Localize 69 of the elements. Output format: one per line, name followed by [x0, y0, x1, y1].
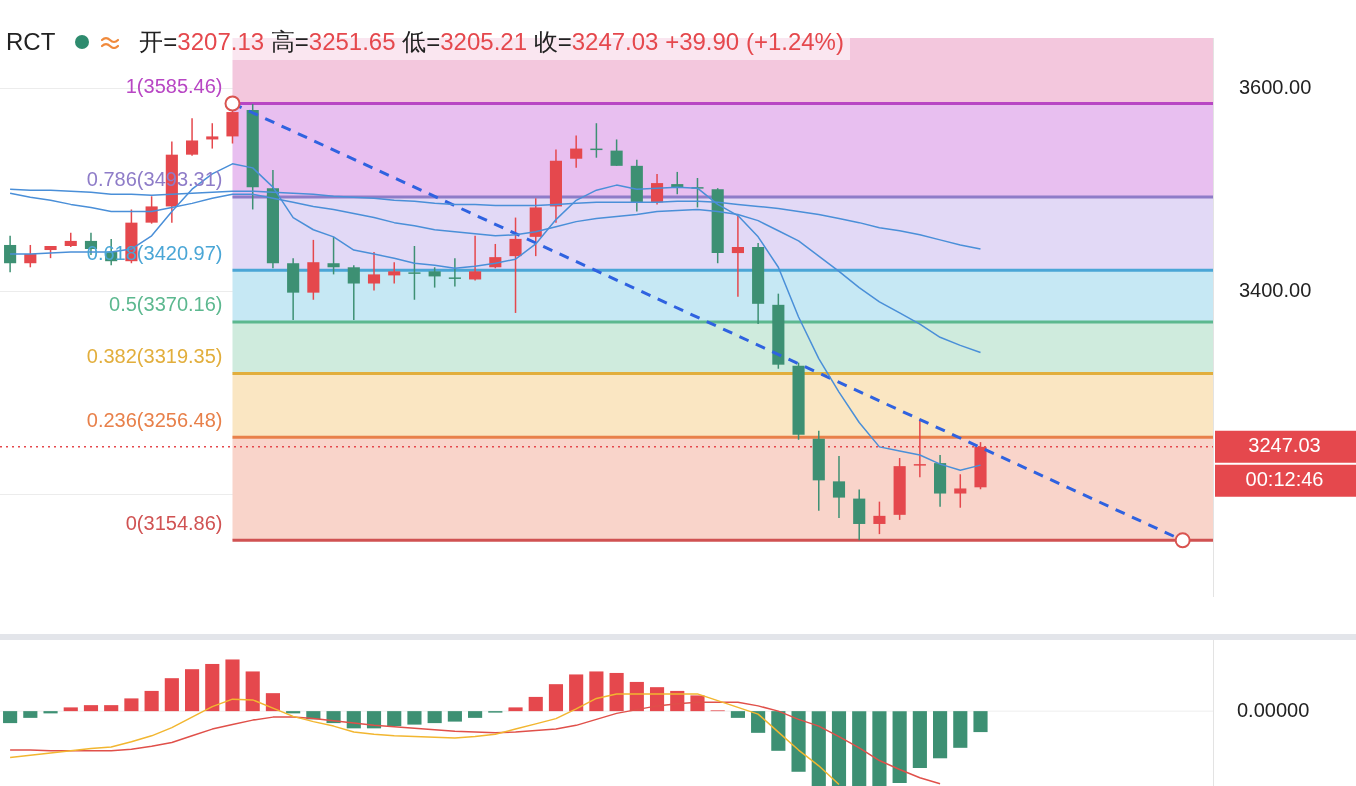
candlestick: [428, 266, 441, 289]
y-tick-label: 3400.00: [1239, 279, 1312, 302]
candlestick: [145, 195, 158, 225]
candlestick: [509, 216, 522, 314]
bar: [144, 690, 159, 712]
candlestick: [873, 500, 886, 535]
candlestick: [4, 235, 17, 274]
bar: [953, 711, 968, 748]
candlestick: [731, 214, 744, 298]
bar: [3, 711, 18, 724]
bar: [83, 705, 99, 712]
bar: [124, 698, 139, 712]
bar: [933, 711, 948, 759]
bar: [973, 711, 988, 733]
candlestick: [832, 455, 846, 519]
candlestick: [610, 138, 623, 167]
bar: [407, 711, 422, 725]
bar: [508, 707, 523, 712]
bar: [245, 671, 260, 712]
bar: [528, 696, 543, 712]
bar: [730, 711, 745, 718]
bar: [225, 659, 240, 712]
bar: [791, 711, 806, 772]
bar: [23, 711, 38, 718]
bar: [387, 711, 402, 727]
bar: [892, 711, 907, 784]
ref-line-label: 0(3154.86): [125, 511, 223, 534]
bar: [447, 711, 462, 722]
ref-line-label: 0.236(3256.48): [86, 408, 223, 431]
bar: [265, 693, 280, 712]
candlestick: [408, 245, 421, 301]
bar: [589, 671, 604, 712]
bar: [104, 705, 119, 712]
bar: [912, 711, 927, 769]
bar: [548, 684, 564, 712]
ref-line-label: 3247.03: [1248, 434, 1321, 457]
candlestick: [367, 251, 381, 292]
bar: [872, 711, 887, 786]
candlestick: [327, 236, 340, 276]
candlestick: [185, 117, 199, 157]
bar: [831, 711, 847, 786]
text: 开=3207.13 高=3251.65 低=3205.21 收=3247.03 +39.90 (+1.24%): [139, 28, 844, 55]
candlestick: [388, 261, 401, 285]
ref-line-label: 0.382(3319.35): [86, 344, 223, 367]
candlestick: [448, 257, 461, 288]
candlestick: [206, 122, 219, 150]
bar: [164, 678, 179, 712]
bar: [751, 711, 766, 733]
bar: [184, 669, 200, 712]
text: 00:12:46: [1245, 468, 1324, 491]
bar: [43, 711, 58, 714]
ref-line-label: 0.00000: [1237, 698, 1310, 721]
bar: [63, 707, 78, 712]
y-tick-label: 3600.00: [1239, 76, 1312, 99]
bar: [771, 711, 786, 751]
bar: [852, 711, 867, 786]
bar: [346, 711, 361, 729]
candlestick: [570, 134, 583, 169]
chart-title: RCT: [6, 28, 56, 56]
bar: [468, 711, 483, 718]
bar: [205, 663, 220, 712]
candlestick: [469, 235, 482, 282]
ref-line-label: 0.5(3370.16): [109, 293, 223, 316]
bar: [811, 711, 826, 786]
candlestick: [347, 264, 360, 321]
bar: [427, 711, 442, 724]
bar: [569, 674, 584, 712]
ref-line-label: 1(3585.46): [125, 74, 223, 97]
candlestick: [954, 473, 967, 509]
